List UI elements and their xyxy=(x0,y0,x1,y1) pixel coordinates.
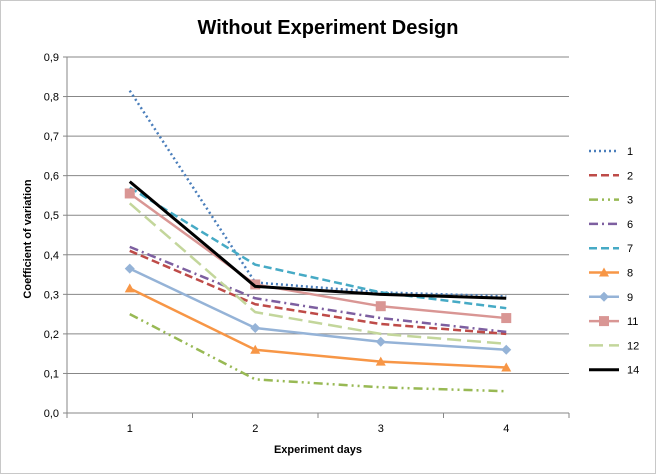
y-tick-labels: 0,0 0,1 0,2 0,3 0,4 0,5 0,6 0,7 0,8 0,9 xyxy=(44,52,59,420)
data-point xyxy=(375,336,386,347)
data-point xyxy=(501,344,512,355)
series-7 xyxy=(129,186,507,310)
y-tick-label: 0,1 xyxy=(44,368,59,380)
legend-entry: 11 xyxy=(589,316,638,328)
series-line xyxy=(128,202,507,346)
series-8 xyxy=(124,283,512,372)
series-line xyxy=(128,89,507,298)
data-point xyxy=(124,188,135,199)
series-line xyxy=(129,186,507,310)
data-point xyxy=(375,301,386,312)
data-point xyxy=(124,263,135,274)
x-tick-label: 4 xyxy=(503,423,509,435)
y-tick-label: 0,9 xyxy=(44,52,59,64)
series-line xyxy=(129,245,507,334)
gridlines xyxy=(63,56,569,414)
y-tick-label: 0,6 xyxy=(44,171,59,183)
data-point xyxy=(250,322,261,333)
legend-entry: 14 xyxy=(589,365,639,377)
legend-label: 11 xyxy=(627,316,638,328)
legend-label: 6 xyxy=(627,219,633,231)
legend-label: 14 xyxy=(627,365,639,377)
legend-entry: 6 xyxy=(589,219,633,231)
y-tick-label: 0,7 xyxy=(44,131,59,143)
y-tick-label: 0,2 xyxy=(44,329,59,341)
data-point xyxy=(250,279,261,290)
legend-entry: 7 xyxy=(589,243,633,255)
series-1 xyxy=(128,89,507,298)
series-2 xyxy=(129,249,507,336)
x-tick-labels: 1 2 3 4 xyxy=(127,423,510,435)
series-11 xyxy=(124,188,512,324)
legend-entry: 1 xyxy=(589,146,633,158)
series-line xyxy=(128,180,507,300)
x-tick-label: 1 xyxy=(127,423,133,435)
legend-label: 3 xyxy=(627,195,633,207)
legend-label: 9 xyxy=(627,292,633,304)
series-line xyxy=(129,313,507,393)
legend-marker xyxy=(599,316,609,327)
y-tick-label: 0,3 xyxy=(44,289,59,301)
series-lines xyxy=(124,89,512,393)
legend-entry: 8 xyxy=(589,267,633,280)
y-tick-label: 0,8 xyxy=(44,92,59,104)
y-tick-label: 0,4 xyxy=(44,250,59,262)
legend-entry: 12 xyxy=(589,340,639,352)
series-12 xyxy=(128,202,507,346)
chart-title: Without Experiment Design xyxy=(198,17,459,39)
y-axis-label: Coefficient of variation xyxy=(22,179,34,298)
legend-label: 1 xyxy=(627,146,633,158)
series-line xyxy=(129,287,507,369)
legend-label: 7 xyxy=(627,243,633,255)
series-14 xyxy=(128,180,507,300)
axes xyxy=(66,57,570,418)
series-6 xyxy=(129,245,507,334)
legend-entry: 2 xyxy=(589,170,633,182)
legend-marker xyxy=(599,267,609,277)
legend-label: 12 xyxy=(627,340,639,352)
series-3 xyxy=(129,313,507,393)
legend-entry: 9 xyxy=(589,291,633,304)
x-tick-label: 3 xyxy=(378,423,384,435)
x-tick-label: 2 xyxy=(252,423,258,435)
legend-marker xyxy=(599,291,609,302)
series-line xyxy=(129,249,507,336)
legend-label: 8 xyxy=(627,268,633,280)
y-tick-label: 0,5 xyxy=(44,210,59,222)
series-line xyxy=(129,267,507,351)
y-tick-label: 0,0 xyxy=(44,408,59,420)
legend-label: 2 xyxy=(627,170,633,182)
legend-entry: 3 xyxy=(589,195,633,207)
x-axis-label: Experiment days xyxy=(274,444,362,456)
data-point xyxy=(375,356,386,366)
data-point xyxy=(501,362,512,372)
series-line xyxy=(129,192,507,320)
series-9 xyxy=(124,263,512,355)
data-point xyxy=(501,313,512,324)
data-point xyxy=(250,344,261,354)
data-point xyxy=(124,283,135,293)
